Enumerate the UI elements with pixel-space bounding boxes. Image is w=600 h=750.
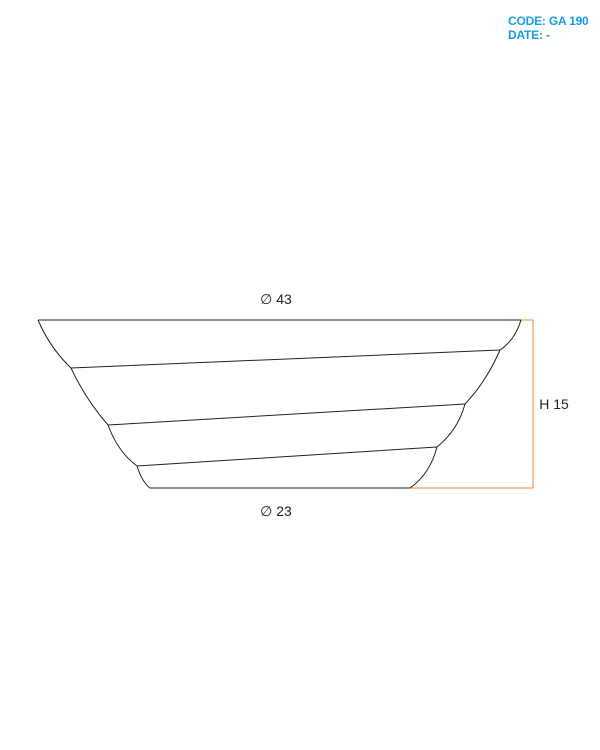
tier-line-2 [107, 403, 466, 426]
left-profile-4 [136, 465, 151, 489]
date-label: DATE: [508, 28, 543, 42]
drawing-info: CODE: GA 190 DATE: - [508, 14, 589, 42]
date-line: DATE: - [508, 28, 589, 42]
bottom-diameter-label: ∅ 23 [260, 503, 292, 519]
height-dimension-lines [410, 319, 534, 489]
right-profile-1 [499, 319, 522, 351]
bowl-outline [37, 319, 522, 489]
height-label: H 15 [539, 396, 569, 412]
right-profile-4 [409, 446, 438, 489]
tier-line-1 [70, 349, 501, 369]
right-profile-3 [436, 403, 466, 448]
code-label: CODE: [508, 14, 546, 28]
code-line: CODE: GA 190 [508, 14, 589, 28]
code-value: GA 190 [548, 14, 589, 28]
top-diameter-label: ∅ 43 [260, 291, 292, 307]
tier-line-3 [136, 446, 438, 467]
date-value: - [545, 28, 550, 42]
left-profile-3 [107, 424, 138, 467]
left-profile-2 [70, 367, 109, 426]
right-profile-2 [464, 349, 501, 405]
left-profile-1 [37, 319, 72, 369]
